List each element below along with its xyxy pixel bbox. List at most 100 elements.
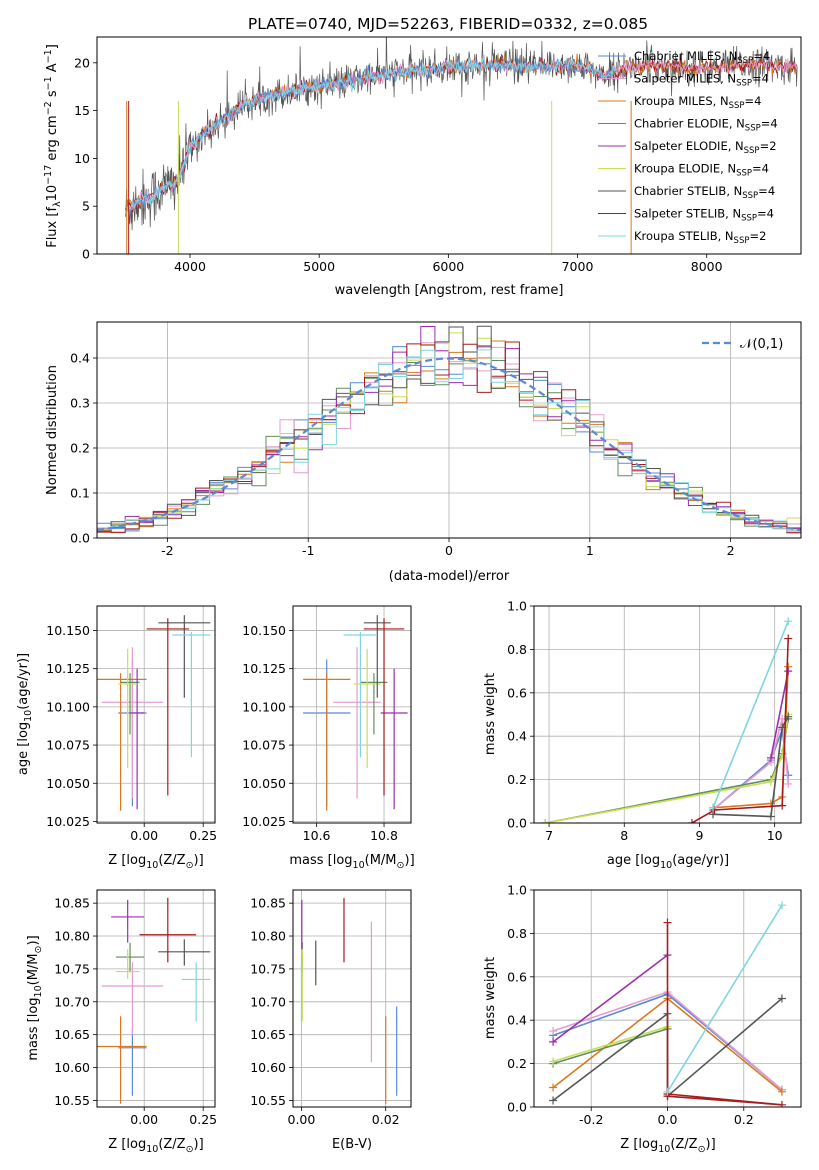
label-part: (age/yr)]	[16, 653, 31, 710]
y-tick-label: 1.0	[507, 883, 527, 898]
label-part: Salpeter STELIB	[634, 207, 725, 221]
label-part: Z [log	[108, 1137, 146, 1152]
label-part: 10	[23, 710, 34, 722]
axes-frame	[292, 605, 412, 824]
y-tick-label: 10.75	[250, 961, 286, 976]
x-tick-label: -1	[302, 543, 314, 558]
label-part: 2	[759, 229, 766, 243]
label-part: 4	[770, 117, 777, 131]
label-part: Chabrier STELIB	[634, 184, 726, 198]
residual-histogram-panel: -2 -1 0 1 2 0.0 0.1 0.2 0.3 0.4 𝒩(0,1) (data-model)…	[45, 321, 802, 584]
x-tick-label: 5000	[303, 259, 335, 274]
label-part: (Z/Z	[158, 853, 185, 868]
mass-weight-series-line	[552, 954, 668, 1043]
ticks: -0.2 0.0 0.2 0.0 0.2 0.4 0.6 0.8 1.0	[507, 883, 754, 1128]
y-tick-label: 10	[74, 151, 90, 166]
y-tick-label: 0.4	[70, 351, 90, 366]
x-tick-label: 10.6	[303, 828, 331, 843]
legend-sep: , N	[718, 229, 734, 243]
gridlines	[293, 890, 411, 1107]
label-part: (Z/Z	[670, 1137, 697, 1152]
x-tick-label: 1	[586, 543, 594, 558]
x-axis-label: age [log10(age/yr)]	[607, 853, 729, 871]
model-spectrum-line	[124, 54, 617, 215]
legend-sub: SSP	[737, 56, 753, 66]
x-tick-label: 0.00	[130, 828, 158, 843]
ticks: -2 -1 0 1 2 0.0 0.1 0.2 0.3 0.4	[70, 351, 734, 559]
y-tick-label: 0.8	[507, 642, 527, 657]
legend-sub: SSP	[734, 236, 750, 246]
y-tick-label: 10.050	[242, 776, 286, 791]
x-tick-label: 0	[445, 543, 453, 558]
spectrum-lines	[124, 37, 798, 254]
y-tick-label: 10.65	[250, 1027, 286, 1042]
x-tick-label: 0.0	[658, 1112, 678, 1127]
y-tick-label: 10.150	[242, 623, 286, 638]
y-tick-label: 10.125	[46, 661, 90, 676]
mass-weight-point	[777, 994, 786, 1003]
gridlines	[97, 890, 215, 1107]
x-tick-label: 2	[727, 543, 735, 558]
age-vs-metallicity-panel: 0.00 0.25 10.025 10.050 10.075 10.100 10.125 10…	[16, 605, 217, 871]
label-part: Chabrier ELODIE	[634, 117, 729, 131]
x-tick-label: 0.02	[372, 1112, 400, 1127]
spectrum-panel: 4000 5000 6000 7000 8000 0 5 10 15 20 Chabrier MIL…	[43, 36, 802, 298]
label-part: age [log	[16, 722, 31, 775]
legend-sep: , N	[729, 117, 745, 131]
figure-title: PLATE=0740, MJD=52263, FIBERID=0332, z=0…	[248, 15, 648, 33]
ticks: 4000 5000 6000 7000 8000 0 5 10 15 20	[74, 55, 723, 274]
y-tick-label: 10.60	[54, 1060, 90, 1075]
y-tick-label: 0.2	[507, 772, 527, 787]
x-tick-label: 10	[767, 828, 783, 843]
y-tick-label: 10.85	[250, 896, 286, 911]
x-tick-label: 0.00	[288, 1112, 316, 1127]
mass-weight-point	[549, 1057, 558, 1066]
label-part: mass [log	[289, 853, 352, 868]
label-part: Chabrier MILES	[634, 49, 721, 63]
legend-sub: SSP	[729, 101, 745, 111]
label-part: Z [log	[620, 1137, 658, 1152]
mass-weight-series-line	[666, 904, 783, 1093]
mass-weight-series-line	[770, 670, 789, 759]
mass-weight-point	[709, 803, 718, 812]
ticks: 10.6 10.8 10.025 10.050 10.075 10.100 10.125 10…	[242, 623, 398, 843]
x-axis-label: wavelength [Angstrom, rest frame]	[335, 283, 564, 298]
y-tick-label: 0.3	[70, 396, 90, 411]
y-axis-label: mass [log10(M/M⊙)]	[26, 935, 44, 1060]
mass-weight-point	[687, 819, 696, 823]
y-axis-label: age [log10(age/yr)]	[16, 653, 34, 775]
label-part: 10	[45, 185, 60, 202]
gridlines	[97, 606, 215, 823]
y-tick-label: 10.70	[250, 994, 286, 1009]
legend-label: Kroupa MILES, NSSP=4	[634, 94, 761, 111]
mass-weight-vs-metallicity-panel: -0.2 0.0 0.2 0.0 0.2 0.4 0.6 0.8 1.0 Z [log10(Z/Z…	[483, 883, 802, 1155]
label-part: ⊙	[33, 946, 44, 954]
mass-weight-series-line	[552, 1028, 668, 1065]
legend-eq: =	[753, 49, 763, 63]
x-tick-label: 6000	[432, 259, 464, 274]
label-part: (M/M	[365, 853, 397, 868]
label-part: −1	[43, 76, 54, 90]
x-tick-label: 8	[620, 828, 628, 843]
label-part: )]	[26, 935, 41, 945]
legend-sep: , N	[728, 139, 744, 153]
mass-weight-point	[777, 1087, 786, 1096]
legend-label: Salpeter MILES, NSSP=4	[634, 72, 769, 89]
ticks: 0.00 0.25 10.55 10.60 10.65 10.70 10.75 10.80 10…	[54, 896, 217, 1127]
label-part: Salpeter ELODIE	[634, 139, 728, 153]
y-tick-label: 0.4	[507, 1013, 527, 1028]
label-part: 4	[767, 207, 774, 221]
model-spectrum-line	[125, 58, 617, 215]
mass-weight-point	[784, 779, 793, 788]
x-tick-label: 10.8	[370, 828, 398, 843]
label-part: Kroupa STELIB	[634, 229, 718, 243]
y-tick-label: 10.150	[46, 623, 90, 638]
label-part: (age/yr)]	[672, 853, 729, 868]
y-tick-label: 10.80	[54, 929, 90, 944]
mass-weight-series-line	[666, 922, 782, 1106]
label-part: −1	[43, 49, 54, 63]
label-part: A	[45, 63, 60, 76]
legend-sep: , N	[721, 49, 737, 63]
mass-weight-point	[549, 1027, 558, 1036]
